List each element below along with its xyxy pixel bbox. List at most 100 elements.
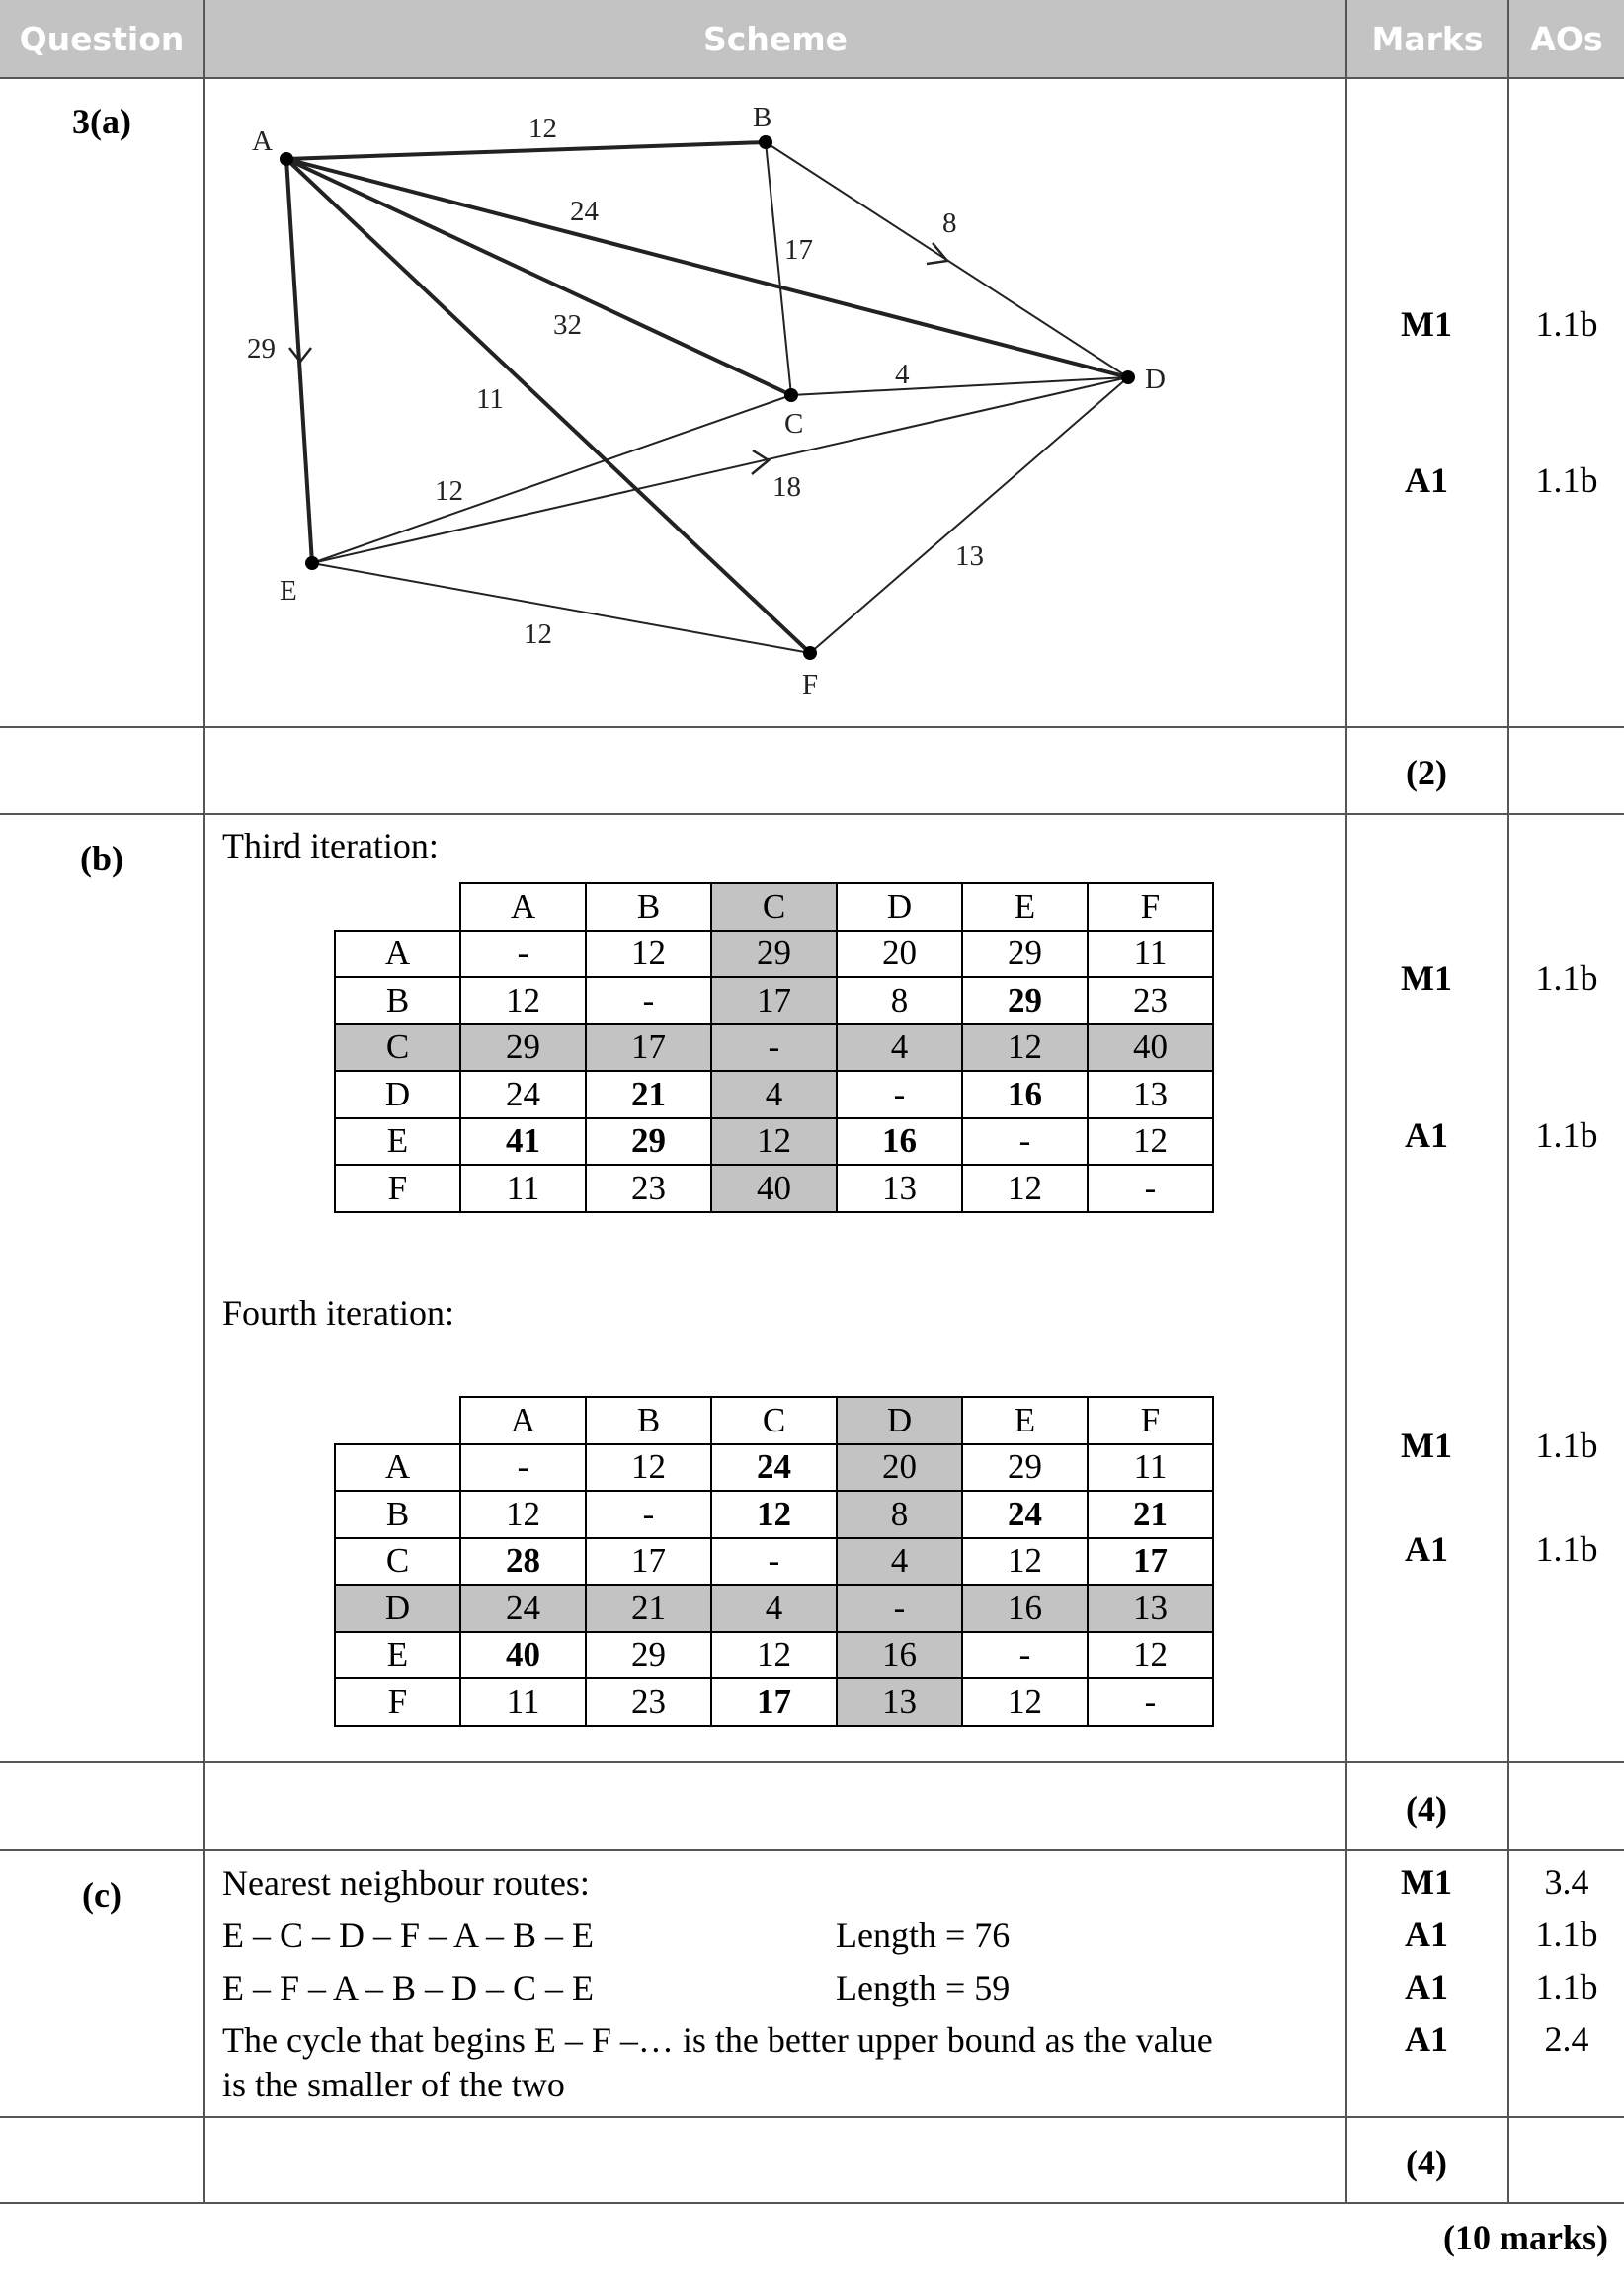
table-row: C 29 17 - 4 12 40 [334, 1022, 1214, 1072]
table-cell: 12 [1087, 1116, 1214, 1166]
grand-total: (10 marks) [1443, 2218, 1608, 2257]
route-2: E – F – A – B – D – C – E [222, 1968, 595, 2007]
table-cell-updated: 24 [961, 1490, 1089, 1539]
edge-e-f [311, 562, 811, 654]
table-cell: 12 [585, 1442, 712, 1492]
edge-weight: 13 [955, 540, 984, 572]
arrow-marker [751, 449, 771, 475]
edge-c-e [311, 394, 792, 564]
table-row: B 12 - 17 8 29 23 [334, 976, 1214, 1025]
subtotal-c: (4) [1406, 2143, 1447, 2182]
table-cell: - [836, 1070, 963, 1119]
table-cell: 12 [459, 1490, 587, 1539]
table-cell: 17 [585, 1536, 712, 1586]
route-1-length: Length = 76 [836, 1916, 1011, 1955]
table-header-row: A B C D E F [335, 1396, 1214, 1445]
subtotal-b: (4) [1406, 1789, 1447, 1829]
row-header: D [334, 1070, 461, 1119]
column-header: F [1087, 1396, 1214, 1445]
table-cell: 13 [1087, 1584, 1214, 1633]
arrow-marker [288, 347, 312, 365]
edge-a-f [284, 157, 812, 655]
table-cell: - [710, 1022, 838, 1072]
table-cell: 12 [961, 1022, 1089, 1072]
table-cell: - [961, 1116, 1089, 1166]
table-cell: - [585, 976, 712, 1025]
mark-code: A1 [1405, 2019, 1448, 2059]
node-b [759, 135, 772, 149]
row-divider [0, 1849, 1624, 1851]
table-row: F 11 23 17 13 12 - [334, 1677, 1214, 1727]
question-label-b: (b) [80, 839, 123, 878]
row-header: F [334, 1164, 461, 1213]
arrow-marker [926, 242, 950, 266]
table-row: D 24 21 4 - 16 13 [334, 1584, 1214, 1633]
table-cell: 40 [710, 1164, 838, 1213]
table-cell: 4 [710, 1070, 838, 1119]
edge-b-c [765, 141, 792, 396]
ao-code: 1.1b [1535, 1967, 1598, 2006]
ao-code: 2.4 [1544, 2019, 1589, 2059]
conclusion-line-2: is the smaller of the two [222, 2065, 565, 2104]
node-label: F [802, 669, 818, 700]
node-label: A [252, 125, 273, 157]
ao-code: 1.1b [1535, 958, 1598, 998]
third-iteration-title: Third iteration: [222, 826, 439, 865]
mark-code: M1 [1401, 958, 1452, 998]
network-graph: A B C D E F 12 24 32 11 29 17 8 4 12 18 … [247, 102, 1166, 700]
table-cell: 29 [961, 929, 1089, 978]
header-scheme: Scheme [205, 0, 1345, 77]
nn-heading: Nearest neighbour routes: [222, 1863, 590, 1903]
edge-a-d [285, 157, 1129, 379]
edge-a-b [285, 140, 767, 161]
table-cell-updated: 24 [710, 1442, 838, 1492]
column-divider [203, 0, 205, 2203]
table-cell-updated: 21 [1087, 1490, 1214, 1539]
fourth-iteration-table: A B C D E F A - 12 24 20 29 11 B 12 - 12… [334, 1396, 1214, 1727]
table-cell: 13 [1087, 1070, 1214, 1119]
table-cell: - [710, 1536, 838, 1586]
node-d [1121, 370, 1135, 384]
table-cell: 16 [961, 1584, 1089, 1633]
table-cell-updated: 41 [459, 1116, 587, 1166]
route-2-length: Length = 59 [836, 1968, 1011, 2007]
column-divider [1345, 0, 1347, 2203]
ao-code: 1.1b [1535, 1915, 1598, 1954]
table-cell: 17 [585, 1022, 712, 1072]
table-cell: - [585, 1490, 712, 1539]
table-cell: 29 [961, 1442, 1089, 1492]
question-label-c: (c) [82, 1875, 122, 1915]
table-cell-updated: 16 [836, 1116, 963, 1166]
table-cell: 23 [1087, 976, 1214, 1025]
row-header: B [334, 1490, 461, 1539]
mark-code: A1 [1405, 1967, 1448, 2006]
table-row: D 24 21 4 - 16 13 [334, 1070, 1214, 1119]
row-header: E [334, 1630, 461, 1679]
node-label: E [280, 575, 297, 607]
table-cell: 11 [459, 1164, 587, 1213]
row-divider [0, 2116, 1624, 2118]
edge-weight: 24 [570, 196, 600, 227]
table-cell: 29 [710, 929, 838, 978]
table-cell-updated: 21 [585, 1070, 712, 1119]
column-header: B [585, 882, 712, 932]
edge-weight: 12 [528, 113, 557, 144]
fourth-iteration-title: Fourth iteration: [222, 1293, 454, 1333]
edge-weight: 29 [247, 333, 276, 365]
subtotal-a: (2) [1406, 753, 1447, 792]
table-cell-updated: 29 [961, 976, 1089, 1025]
table-cell: 11 [1087, 1442, 1214, 1492]
row-header: E [334, 1116, 461, 1166]
edge-weight: 11 [476, 383, 504, 415]
table-cell: 8 [836, 1490, 963, 1539]
row-header: A [334, 1442, 461, 1492]
column-header: B [585, 1396, 712, 1445]
column-header: A [459, 1396, 587, 1445]
table-cell: 12 [585, 929, 712, 978]
table-cell: 12 [710, 1630, 838, 1679]
row-header: C [334, 1536, 461, 1586]
table-cell-updated: 16 [961, 1070, 1089, 1119]
ao-code: 1.1b [1535, 1529, 1598, 1569]
column-header: D [836, 1396, 963, 1445]
